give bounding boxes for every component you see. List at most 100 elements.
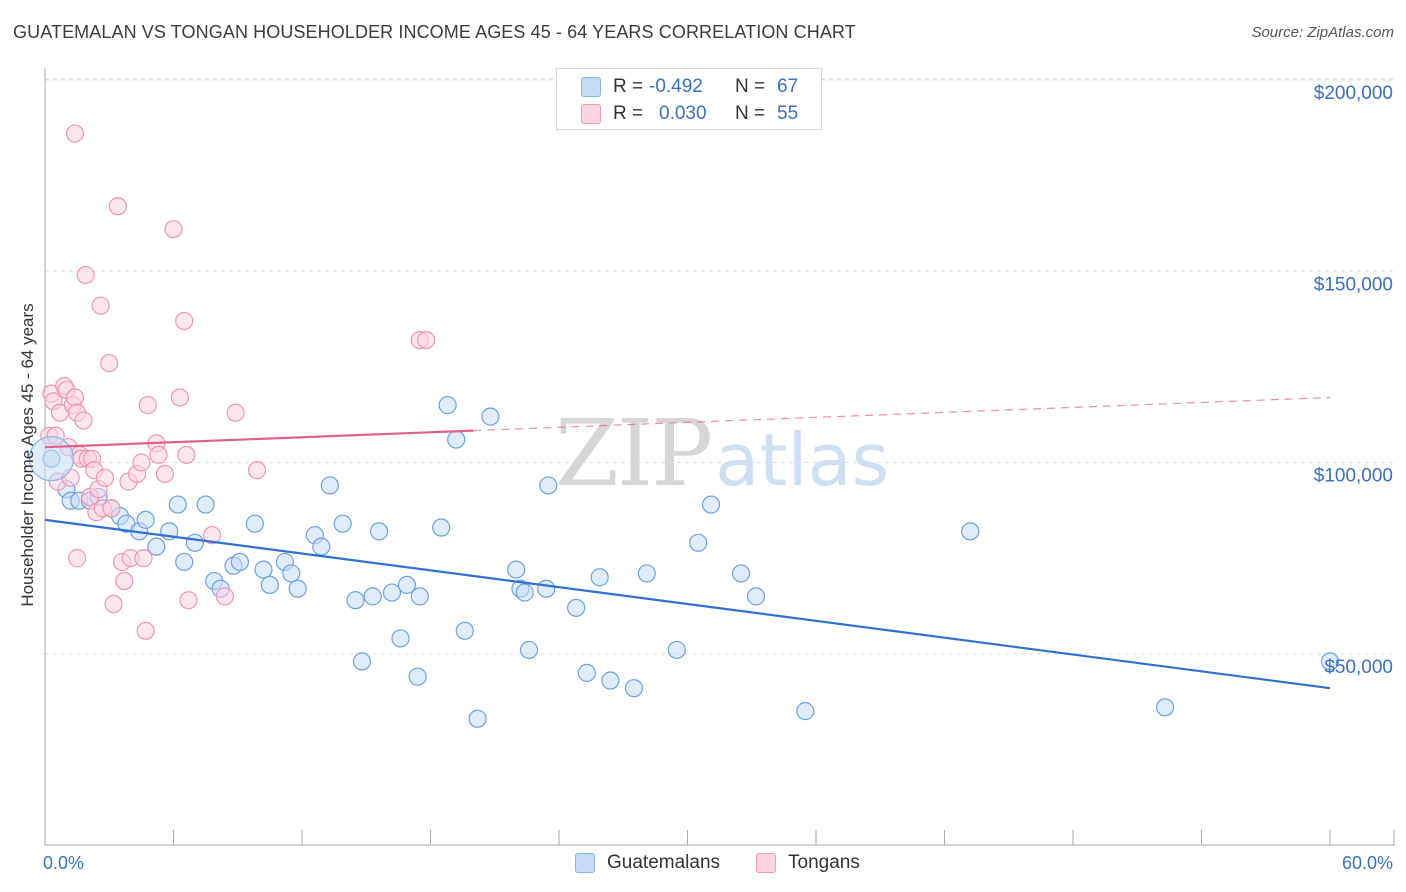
data-point: [391, 629, 410, 648]
data-point: [567, 598, 586, 617]
data-point: [701, 495, 721, 514]
legend-swatch-pink: [756, 853, 776, 873]
data-point: [667, 640, 686, 660]
y-tick-label: $200,000: [1314, 83, 1393, 104]
data-point: [147, 537, 166, 556]
data-point: [363, 587, 382, 606]
data-point: [138, 396, 157, 415]
data-point: [288, 579, 307, 598]
data-point: [65, 388, 85, 407]
legend-row-tongans: R = 0.030 N = 55: [581, 102, 798, 126]
data-point: [537, 579, 556, 598]
legend-item-guatemalans[interactable]: Guatemalans: [575, 852, 720, 874]
data-point: [100, 353, 119, 373]
data-point: [132, 453, 151, 472]
legend-n-value: 67: [777, 76, 799, 97]
chart-title: GUATEMALAN VS TONGAN HOUSEHOLDER INCOME …: [13, 22, 856, 42]
data-point: [247, 461, 267, 480]
data-point: [179, 591, 198, 610]
data-point: [136, 621, 155, 640]
source-note: Source: ZipAtlas.com: [1251, 24, 1394, 41]
data-point: [519, 640, 539, 660]
data-point: [624, 679, 644, 698]
data-point: [74, 411, 93, 430]
data-point: [320, 476, 339, 495]
data-points: [28, 124, 1340, 728]
trend-line-tongans: [44, 429, 474, 449]
data-point: [230, 552, 249, 572]
data-point: [408, 667, 427, 686]
y-tick-label: $50,000: [1324, 657, 1393, 678]
data-point: [577, 663, 596, 682]
data-point: [447, 430, 466, 449]
legend-r-label: R =: [613, 76, 644, 97]
trend-line-tongans-extension: [473, 396, 1331, 432]
data-point: [468, 709, 487, 728]
legend-r-label: R =: [613, 103, 644, 124]
data-point: [102, 499, 121, 518]
data-point: [282, 564, 301, 583]
data-point: [312, 537, 331, 556]
data-point: [507, 560, 526, 579]
x-tick-label: 60.0%: [1342, 853, 1393, 873]
data-point: [185, 533, 205, 552]
data-point: [746, 587, 766, 606]
legend-swatch-pink: [581, 104, 601, 124]
gridlines: [45, 78, 1395, 655]
axis-labels: $50,000 $100,000 $150,000 $200,000 0.0% 60.0%…: [18, 83, 1393, 873]
data-point: [245, 514, 264, 533]
data-point: [136, 510, 155, 529]
data-point: [108, 197, 127, 216]
data-point: [95, 468, 115, 487]
data-point: [254, 560, 273, 579]
data-point: [196, 495, 215, 514]
data-point: [115, 571, 134, 591]
data-point: [76, 265, 95, 285]
data-point: [215, 587, 234, 606]
correlation-legend: R = -0.492 N = 67 R = 0.030 N = 55: [556, 68, 822, 130]
data-point: [202, 526, 222, 545]
series-guatemalans: [42, 396, 1340, 728]
legend-label-tongans: Tongans: [788, 852, 860, 873]
data-point: [170, 388, 190, 407]
data-point: [175, 311, 194, 331]
data-point: [637, 564, 656, 583]
axes: [44, 68, 1395, 846]
data-point: [164, 220, 183, 239]
data-point: [149, 445, 168, 464]
y-axis-title: Householder Income Ages 45 - 64 years: [18, 303, 37, 606]
legend-n-value: 55: [777, 103, 799, 124]
data-point: [333, 514, 352, 533]
data-point: [226, 403, 245, 422]
data-point: [455, 621, 474, 640]
data-point: [352, 652, 372, 671]
series-tongans: [40, 124, 436, 640]
y-tick-label: $100,000: [1314, 466, 1393, 487]
data-point: [590, 568, 609, 587]
data-point: [65, 124, 85, 143]
data-point: [104, 594, 123, 614]
data-point: [397, 575, 417, 595]
legend-r-value: 0.030: [659, 103, 707, 124]
legend-item-tongans[interactable]: Tongans: [756, 852, 860, 874]
data-point: [28, 436, 75, 482]
data-point: [417, 331, 436, 350]
data-point: [177, 445, 196, 464]
data-point: [68, 549, 87, 568]
data-point: [796, 702, 815, 721]
data-point: [731, 564, 751, 583]
data-point: [91, 296, 110, 315]
legend-n-label: N =: [735, 103, 766, 124]
legend-row-guatemalans: R = -0.492 N = 67: [581, 75, 798, 99]
data-point: [346, 591, 365, 610]
data-point: [382, 583, 402, 602]
data-point: [961, 522, 980, 541]
data-point: [155, 464, 175, 484]
data-point: [260, 575, 279, 595]
data-point: [1320, 652, 1340, 671]
data-point: [175, 552, 194, 572]
data-point: [1155, 698, 1175, 717]
data-point: [438, 396, 457, 415]
legend-n-label: N =: [735, 76, 766, 97]
